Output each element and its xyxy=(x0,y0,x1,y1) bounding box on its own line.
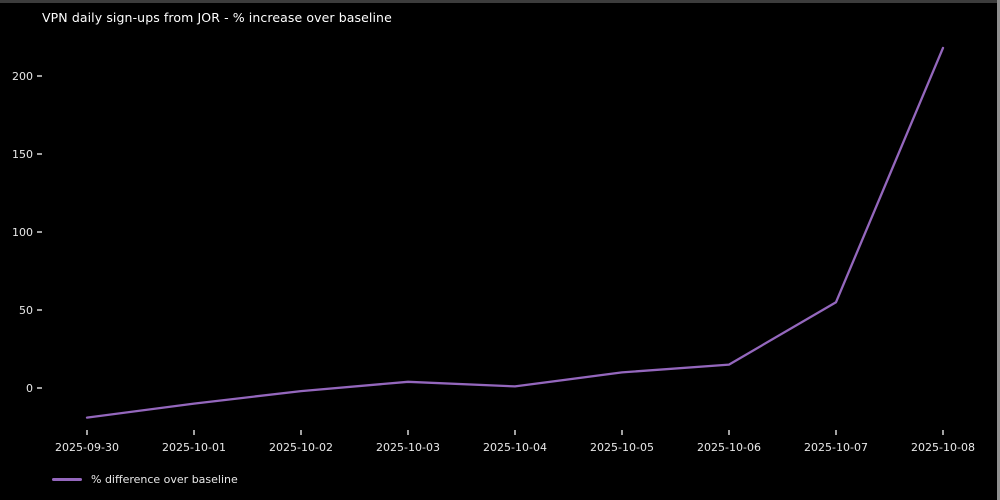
legend-label: % difference over baseline xyxy=(91,473,238,486)
x-tick-label: 2025-10-03 xyxy=(376,441,440,454)
x-tick-label: 2025-10-06 xyxy=(697,441,761,454)
chart-legend: % difference over baseline xyxy=(52,473,238,486)
y-tick-label: 200 xyxy=(12,70,33,83)
y-tick-label: 50 xyxy=(19,304,33,317)
chart-line--difference-over-baseline xyxy=(85,46,945,419)
y-tick-label: 100 xyxy=(12,226,33,239)
y-tick-label: 0 xyxy=(26,382,33,395)
y-tick-label: 150 xyxy=(12,148,33,161)
x-tick-label: 2025-09-30 xyxy=(55,441,119,454)
chart-title: VPN daily sign-ups from JOR - % increase… xyxy=(42,10,392,25)
x-tick-label: 2025-10-04 xyxy=(483,441,547,454)
x-tick-label: 2025-10-05 xyxy=(590,441,654,454)
x-tick-label: 2025-10-08 xyxy=(911,441,975,454)
window-edge-right xyxy=(997,0,1000,500)
window-edge-top xyxy=(0,0,1000,3)
x-tick-label: 2025-10-01 xyxy=(162,441,226,454)
x-tick-label: 2025-10-07 xyxy=(804,441,868,454)
legend-line-swatch xyxy=(52,478,82,481)
x-tick-label: 2025-10-02 xyxy=(269,441,333,454)
